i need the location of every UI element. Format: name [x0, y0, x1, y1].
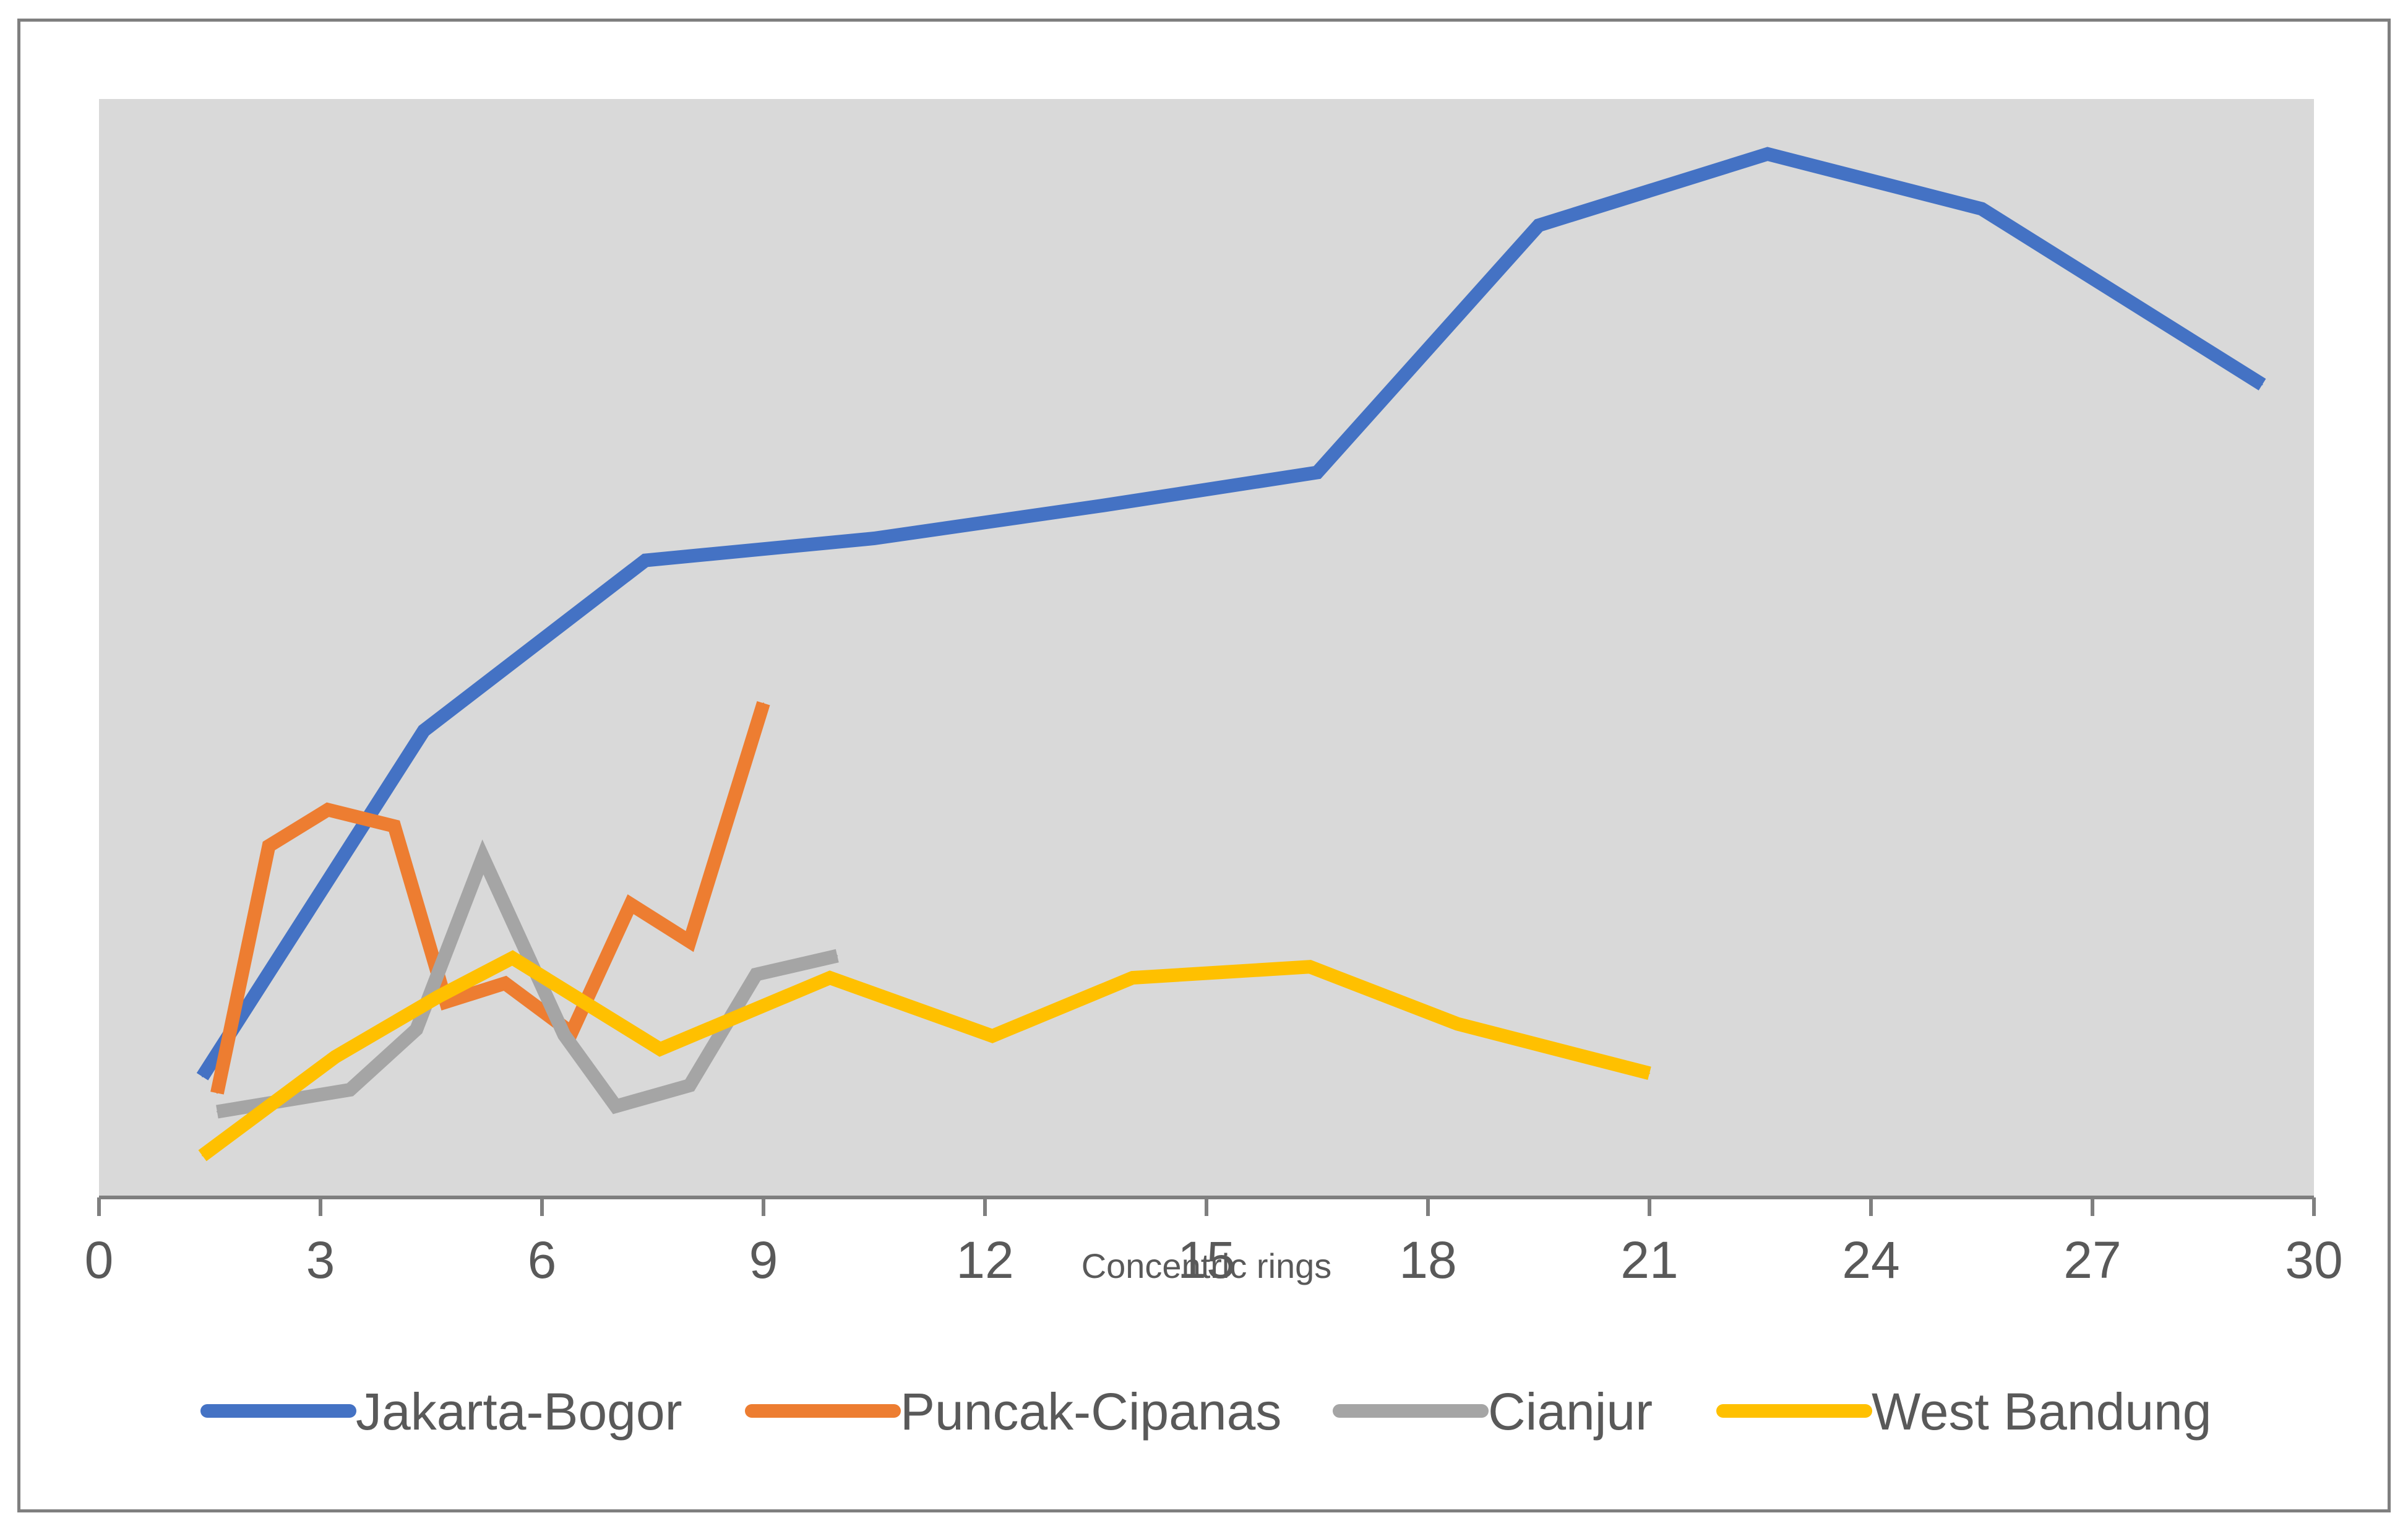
data-point-cianjur [563, 1034, 565, 1036]
data-point-cianjur [349, 1089, 351, 1090]
data-point-puncak-cipanas [630, 904, 632, 905]
x-tick-label: 0 [85, 1231, 114, 1289]
data-point-puncak-cipanas [393, 826, 395, 827]
x-tick-label: 9 [749, 1231, 778, 1289]
data-point-west-bandung [829, 977, 831, 978]
data-point-west-bandung [202, 1155, 204, 1157]
data-point-jakarta-bogor [874, 538, 875, 539]
x-tick-label: 3 [306, 1231, 335, 1289]
data-point-cianjur [615, 1105, 617, 1107]
x-tick-label: 12 [956, 1231, 1013, 1289]
legend-item-west-bandung: West Bandung [1716, 1382, 2212, 1441]
data-point-cianjur [755, 973, 757, 975]
legend-item-cianjur: Cianjur [1333, 1382, 1653, 1441]
x-tick-label: 15 [1177, 1231, 1235, 1289]
data-point-cianjur [216, 1111, 218, 1113]
data-point-puncak-cipanas [504, 982, 506, 984]
data-point-puncak-cipanas [445, 1001, 447, 1003]
legend: Jakarta-Bogor Puncak-Cipanas Cianjur West B… [200, 1382, 2212, 1441]
series-line-jakarta-bogor [196, 147, 2266, 1080]
x-tick-label: 21 [1620, 1231, 1678, 1289]
legend-label-jakarta-bogor: Jakarta-Bogor [356, 1382, 682, 1441]
data-point-puncak-cipanas [689, 941, 690, 942]
legend-item-jakarta-bogor: Jakarta-Bogor [200, 1382, 682, 1441]
legend-label-west-bandung: West Bandung [1872, 1382, 2212, 1441]
x-tick-label: 6 [528, 1231, 557, 1289]
legend-label-puncak-cipanas: Puncak-Cipanas [900, 1382, 1281, 1441]
data-point-west-bandung [1649, 1072, 1650, 1074]
data-point-jakarta-bogor [202, 1076, 204, 1077]
legend-label-cianjur: Cianjur [1488, 1382, 1653, 1441]
data-point-west-bandung [659, 1048, 661, 1050]
data-point-puncak-cipanas [763, 702, 764, 704]
data-point-jakarta-bogor [1102, 504, 1104, 506]
data-point-puncak-cipanas [216, 1092, 218, 1094]
plot-area [99, 99, 2314, 1197]
data-point-jakarta-bogor [2261, 384, 2263, 386]
data-point-west-bandung [1456, 1023, 1458, 1025]
x-axis-title: Concentric rings [1081, 1246, 1332, 1285]
series-line-puncak-cipanas [210, 701, 770, 1095]
chart-frame: 0 3 6 9 12 15 18 21 24 27 30 Concentric rings Jaka… [17, 19, 2391, 1512]
x-tick-label: 18 [1399, 1231, 1456, 1289]
x-axis: 0 3 6 9 12 15 18 21 24 27 30 [85, 1196, 2343, 1289]
data-point-cianjur [416, 1029, 418, 1030]
data-point-jakarta-bogor [1317, 472, 1318, 473]
data-point-west-bandung [1309, 966, 1311, 968]
data-point-puncak-cipanas [268, 845, 270, 847]
data-point-west-bandung [437, 996, 439, 998]
data-point-west-bandung [512, 957, 514, 959]
data-point-west-bandung [1132, 977, 1133, 978]
x-tick-label: 27 [2063, 1231, 2121, 1289]
data-point-jakarta-bogor [645, 559, 647, 561]
series-layer [196, 147, 2266, 1162]
data-point-puncak-cipanas [327, 809, 329, 811]
data-point-cianjur [689, 1085, 690, 1086]
x-tick-label: 24 [1842, 1231, 1899, 1289]
legend-item-puncak-cipanas: Puncak-Cipanas [745, 1382, 1281, 1441]
line-chart: 0 3 6 9 12 15 18 21 24 27 30 Concentric rings Jaka… [85, 99, 2343, 1441]
data-point-jakarta-bogor [423, 730, 425, 731]
data-point-cianjur [836, 955, 838, 957]
data-point-jakarta-bogor [1766, 153, 1768, 155]
x-tick-label: 30 [2285, 1231, 2342, 1289]
data-point-cianjur [482, 856, 484, 858]
data-point-jakarta-bogor [1538, 225, 1539, 226]
data-point-jakarta-bogor [1981, 208, 1982, 210]
data-point-west-bandung [334, 1056, 336, 1058]
data-point-west-bandung [991, 1035, 993, 1037]
